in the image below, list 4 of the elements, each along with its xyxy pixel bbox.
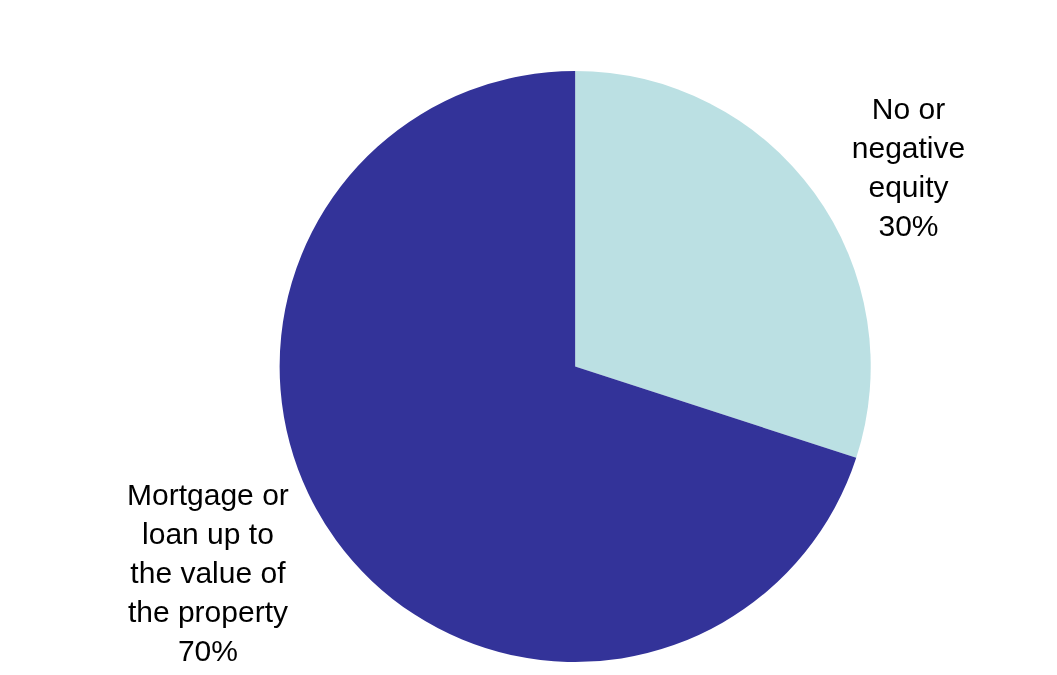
data-label: 30% [878, 208, 939, 242]
slice-label: Mortgage or loan up to the value of the property [127, 478, 289, 629]
data-label: 70% [177, 634, 238, 668]
slice-label: No or negative equity [851, 91, 966, 203]
